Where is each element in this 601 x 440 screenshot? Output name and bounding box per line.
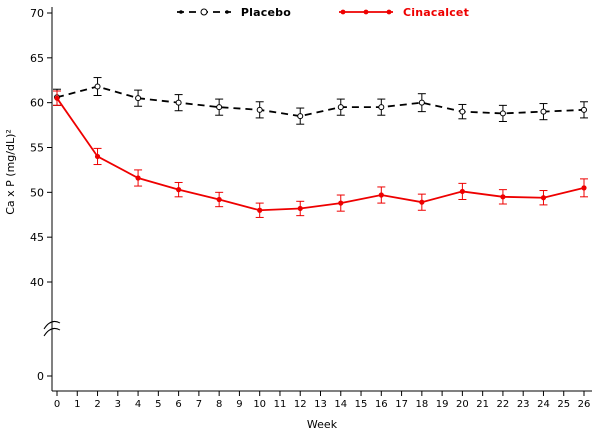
svg-text:11: 11 [274, 399, 287, 410]
svg-text:14: 14 [334, 399, 347, 410]
svg-text:55: 55 [30, 142, 44, 155]
svg-text:0: 0 [54, 399, 60, 410]
svg-text:0: 0 [37, 370, 44, 383]
svg-text:22: 22 [497, 399, 510, 410]
svg-text:25: 25 [557, 399, 570, 410]
svg-text:2: 2 [94, 399, 100, 410]
legend-label-placebo: Placebo [240, 5, 291, 19]
legend-item-placebo: Placebo [175, 5, 291, 19]
svg-text:15: 15 [355, 399, 368, 410]
svg-text:18: 18 [415, 399, 428, 410]
svg-text:13: 13 [314, 399, 327, 410]
legend-label-cinacalcet: Cinacalcet [403, 5, 470, 19]
svg-text:24: 24 [537, 399, 550, 410]
svg-text:23: 23 [517, 399, 530, 410]
svg-text:16: 16 [375, 399, 388, 410]
svg-text:8: 8 [216, 399, 222, 410]
svg-text:9: 9 [236, 399, 242, 410]
cinacalcet-line-sample-icon [339, 9, 393, 15]
svg-text:70: 70 [30, 7, 44, 20]
series-cinacalcet [53, 90, 588, 218]
svg-text:7: 7 [196, 399, 202, 410]
svg-text:20: 20 [456, 399, 469, 410]
svg-text:50: 50 [30, 186, 44, 199]
svg-text:19: 19 [436, 399, 449, 410]
svg-text:60: 60 [30, 97, 44, 110]
svg-text:1: 1 [74, 399, 80, 410]
series-placebo [53, 77, 588, 125]
svg-text:12: 12 [294, 399, 307, 410]
svg-text:5: 5 [155, 399, 161, 410]
svg-text:21: 21 [476, 399, 489, 410]
svg-text:26: 26 [578, 399, 591, 410]
svg-text:6: 6 [175, 399, 181, 410]
y-axis-label: Ca x P (mg/dL)² [4, 129, 17, 215]
svg-text:4: 4 [135, 399, 141, 410]
legend-item-cinacalcet: Cinacalcet [337, 5, 469, 19]
svg-text:40: 40 [30, 276, 44, 289]
chart-legend: Placebo Cinacalcet [52, 5, 592, 19]
svg-text:10: 10 [253, 399, 266, 410]
placebo-line-sample-icon [176, 8, 231, 16]
svg-text:17: 17 [395, 399, 408, 410]
x-axis-label: Week [307, 418, 338, 431]
svg-text:65: 65 [30, 52, 44, 65]
svg-text:45: 45 [30, 231, 44, 244]
svg-text:3: 3 [115, 399, 121, 410]
